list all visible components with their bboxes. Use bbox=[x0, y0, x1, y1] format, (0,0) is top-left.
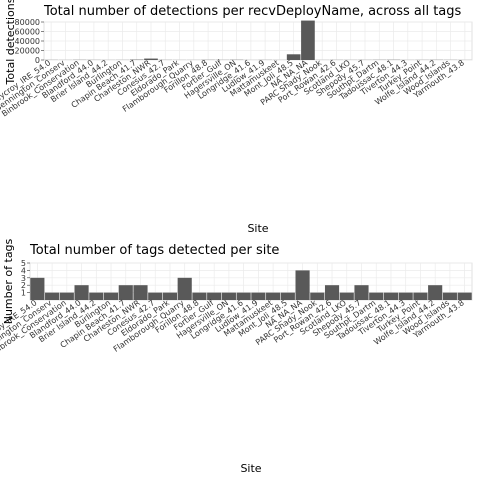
chart1-x-axis-title: Site bbox=[247, 222, 268, 235]
chart2-bar bbox=[192, 292, 207, 300]
chart1-ytick-label: 0 bbox=[35, 56, 40, 65]
chart1-bar bbox=[144, 58, 158, 60]
chart2-bar bbox=[74, 285, 89, 300]
chart1-ytick-label: 60000 bbox=[15, 28, 40, 37]
chart2-plot-panel bbox=[29, 262, 473, 301]
chart2-bar bbox=[30, 277, 45, 300]
chart2-title: Total number of tags detected per site bbox=[29, 243, 279, 258]
chart2-bar bbox=[45, 292, 60, 300]
chart2-bar bbox=[442, 292, 457, 300]
chart2-bar bbox=[118, 285, 133, 300]
chart2-bar bbox=[428, 285, 443, 300]
chart2-y-axis-title: Number of tags bbox=[2, 238, 15, 324]
chart2-bar bbox=[280, 292, 295, 300]
chart2-bar bbox=[413, 292, 428, 300]
chart2-bar bbox=[457, 292, 472, 300]
chart1-bar bbox=[286, 54, 301, 60]
chart2-bar bbox=[133, 285, 148, 300]
chart2-bar bbox=[162, 292, 178, 300]
chart1-y-axis-title: Total detections bbox=[4, 0, 17, 85]
chart2-bar bbox=[221, 292, 236, 300]
chart1-bar bbox=[301, 20, 315, 60]
chart2-bar bbox=[103, 292, 119, 300]
chart2-ytick-label: 5 bbox=[21, 259, 26, 268]
chart1-title: Total number of detections per recvDeplo… bbox=[43, 4, 462, 19]
chart2-ytick-label: 2 bbox=[21, 281, 26, 290]
chart2-bar bbox=[339, 292, 354, 300]
chart2-bar bbox=[89, 292, 104, 300]
chart1-ytick-label: 20000 bbox=[15, 47, 40, 56]
chart2-bar bbox=[324, 285, 340, 300]
chart2-x-axis-title: Site bbox=[240, 462, 261, 475]
chart2-ytick-label: 1 bbox=[21, 289, 26, 298]
chart2-bar bbox=[398, 292, 413, 300]
chart2-bar bbox=[148, 292, 163, 300]
chart1-ytick-label: 40000 bbox=[15, 37, 40, 46]
chart2-bar bbox=[383, 292, 399, 300]
chart2-bar bbox=[207, 292, 222, 300]
chart2-bar bbox=[354, 285, 369, 300]
chart2-bar bbox=[295, 270, 310, 300]
chart2-bar bbox=[266, 292, 281, 300]
chart2-bar bbox=[177, 277, 192, 300]
chart2-bar bbox=[236, 292, 251, 300]
chart1-ytick-label: 80000 bbox=[15, 18, 40, 27]
chart2-bar bbox=[251, 292, 266, 300]
chart2-bar bbox=[310, 292, 325, 300]
chart2-bar bbox=[59, 292, 74, 300]
chart2-bar bbox=[369, 292, 384, 300]
chart2-ytick-label: 4 bbox=[21, 266, 26, 275]
chart2-ytick-label: 3 bbox=[21, 274, 26, 283]
